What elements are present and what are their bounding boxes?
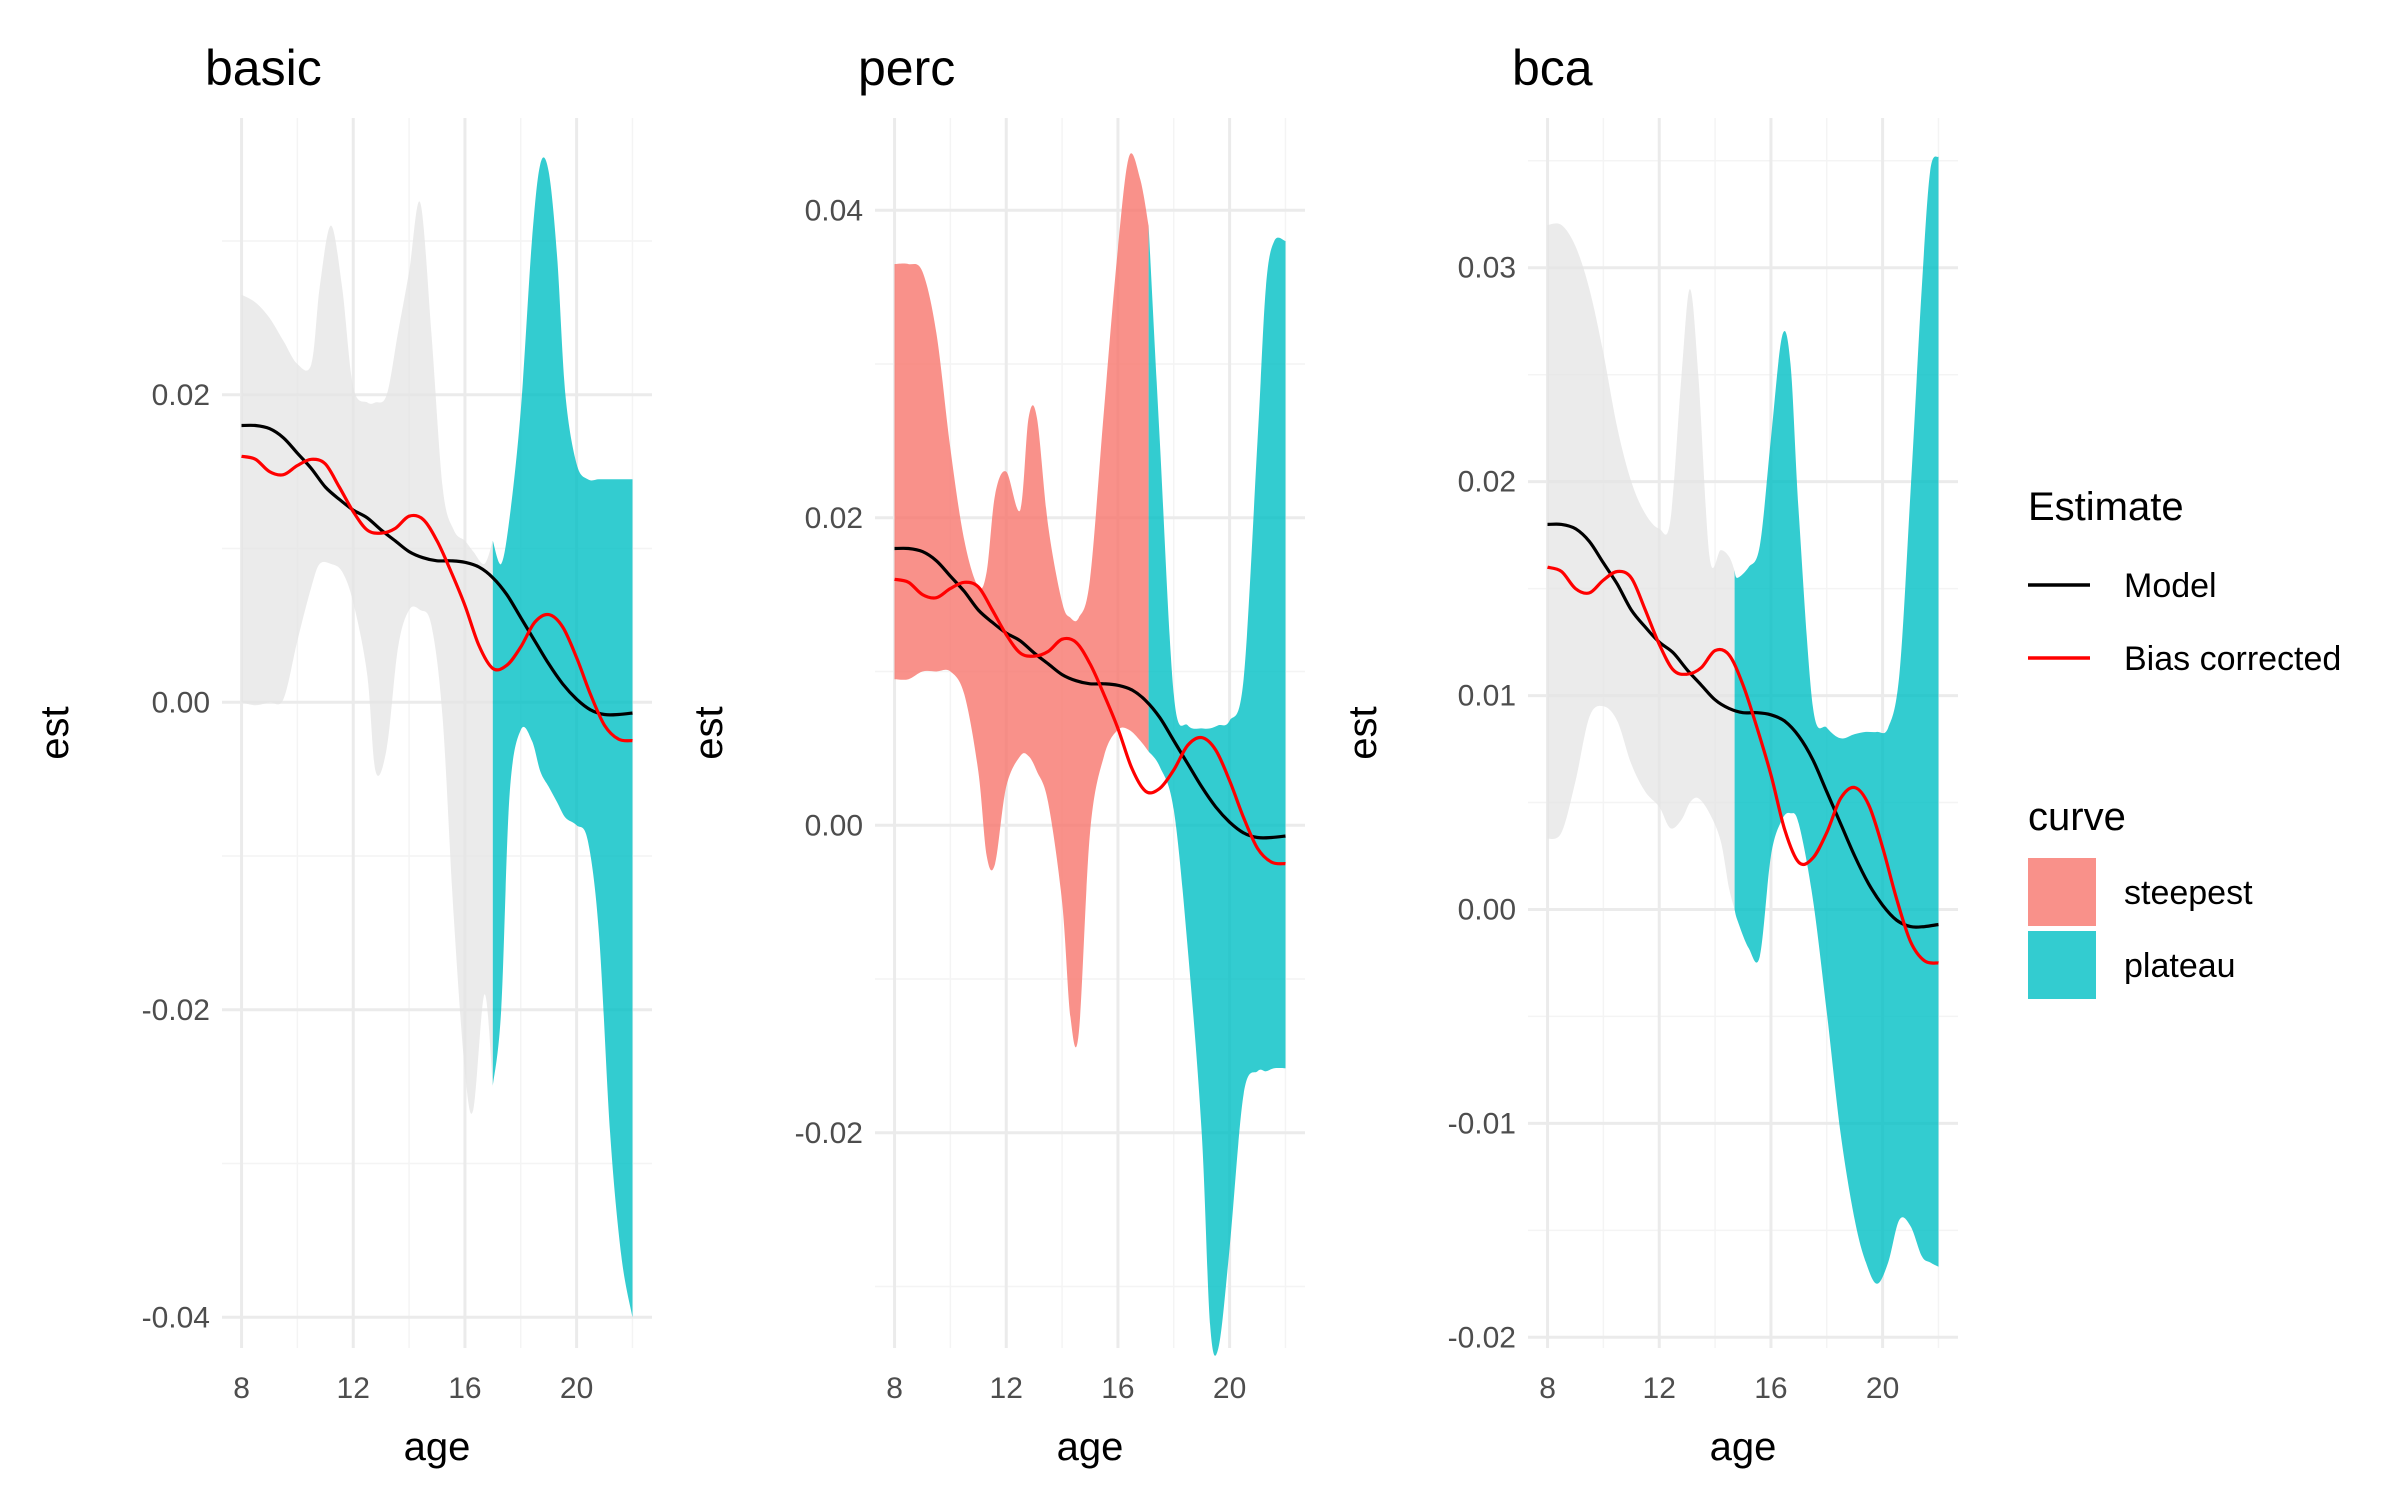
ribbon-plateau [1734, 156, 1939, 1284]
x-tick-label: 12 [337, 1372, 370, 1405]
y-tick-label: 0.02 [1458, 466, 1516, 499]
panel-title: basic [205, 40, 322, 96]
x-tick-label: 16 [1101, 1372, 1134, 1405]
x-tick-label: 20 [560, 1372, 593, 1405]
panel-basic: -0.04 -0.02 0.00 0.02 8 12 16 20 age est basic [33, 40, 652, 1469]
line-model [1547, 522, 1939, 929]
legend-label-model: Model [2124, 567, 2217, 605]
ribbon-steepest [894, 153, 1149, 1048]
ribbon-neutral [1547, 223, 1735, 910]
y-tick-label: 0.00 [152, 686, 210, 719]
panel-bca: -0.02 -0.01 0.00 0.01 0.02 0.03 8 12 16 20 age est b… [1341, 40, 1958, 1469]
y-tick-label: 0.02 [805, 502, 863, 535]
x-axis-title: age [1057, 1425, 1124, 1469]
ribbon-plateau [1148, 225, 1286, 1356]
y-tick-label: 0.03 [1458, 252, 1516, 285]
line-bias-corrected [241, 454, 633, 743]
y-tick-label: 0.02 [152, 379, 210, 412]
legend-title-curve: curve [2028, 795, 2126, 839]
legend-title-estimate: Estimate [2028, 485, 2184, 529]
line-model [894, 546, 1286, 840]
y-axis-title: est [1341, 706, 1385, 759]
legend-key-plateau [2028, 931, 2096, 999]
y-axis-title: est [33, 706, 77, 759]
y-tick-label: -0.04 [142, 1301, 210, 1334]
legend-key-steepest [2028, 858, 2096, 926]
y-tick-label: 0.04 [805, 194, 863, 227]
y-tick-label: -0.02 [795, 1117, 863, 1150]
x-tick-label: 20 [1213, 1372, 1246, 1405]
y-tick-label: -0.02 [142, 994, 210, 1027]
x-tick-label: 8 [233, 1372, 250, 1405]
line-model [241, 423, 633, 717]
y-tick-label: -0.02 [1448, 1321, 1516, 1354]
x-tick-label: 16 [448, 1372, 481, 1405]
legend-label-plateau: plateau [2124, 947, 2236, 985]
panel-perc: -0.02 0.00 0.02 0.04 8 12 16 20 age est perc [687, 40, 1305, 1469]
legend-label-steepest: steepest [2124, 874, 2253, 912]
y-tick-label: 0.00 [805, 809, 863, 842]
x-axis-title: age [1710, 1425, 1777, 1469]
x-tick-label: 12 [1643, 1372, 1676, 1405]
line-bias-corrected [894, 577, 1286, 866]
x-axis-title: age [404, 1425, 471, 1469]
ribbon-plateau [492, 157, 633, 1318]
x-tick-label: 20 [1866, 1372, 1899, 1405]
legend-label-bias: Bias corrected [2124, 640, 2341, 678]
ribbon-neutral [241, 201, 493, 1114]
panel-title: bca [1512, 40, 1593, 96]
y-axis-title: est [687, 706, 731, 759]
x-tick-label: 12 [990, 1372, 1023, 1405]
x-tick-label: 8 [1539, 1372, 1556, 1405]
line-bias-corrected [1547, 565, 1939, 965]
y-tick-label: 0.00 [1458, 893, 1516, 926]
y-tick-label: 0.01 [1458, 680, 1516, 713]
legend-area: Estimate Model Bias corrected curve steepest… [2028, 485, 2341, 999]
x-tick-label: 16 [1754, 1372, 1787, 1405]
x-tick-label: 8 [886, 1372, 903, 1405]
panel-title: perc [858, 40, 955, 96]
y-tick-label: -0.01 [1448, 1107, 1516, 1140]
